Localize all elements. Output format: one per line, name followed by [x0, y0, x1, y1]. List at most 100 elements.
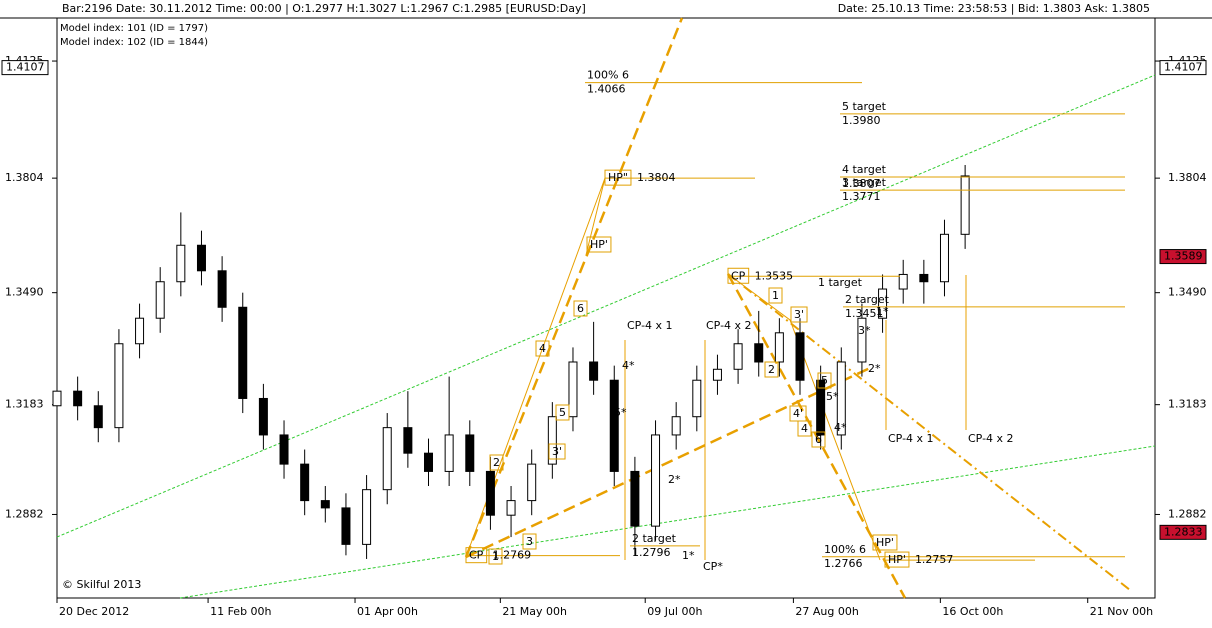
point-label: 1: [492, 550, 499, 563]
level-label: 100% 6: [587, 69, 629, 82]
point-label: 4: [801, 422, 808, 435]
candle-body: [362, 489, 372, 545]
level-label: CP: [731, 269, 746, 282]
point-label: 3': [794, 308, 804, 321]
wave-line: [727, 273, 881, 561]
trendline: [726, 273, 907, 599]
label-box: [535, 340, 550, 357]
point-label: CP*: [703, 560, 723, 573]
candle-body: [155, 281, 165, 319]
point-label: HP': [876, 536, 894, 549]
trendline: [465, 366, 871, 559]
point-label: 2: [768, 363, 775, 376]
label-box: [465, 547, 488, 564]
y-tick-label: 1.3490: [5, 286, 44, 299]
x-tick-label: 20 Dec 2012: [59, 605, 129, 618]
candle-body: [73, 390, 83, 407]
candle-body: [217, 270, 227, 308]
level-value: 1.3771: [842, 190, 881, 203]
point-label: 1*: [682, 549, 695, 562]
candle-body: [939, 233, 949, 283]
candle-body: [754, 343, 764, 363]
label-box: [522, 533, 537, 550]
candle-body: [836, 361, 846, 436]
level-label: 4 target: [842, 163, 887, 176]
label-box: [548, 443, 566, 460]
level-label: 100% 6: [824, 543, 866, 556]
label-box: [604, 169, 632, 186]
candle-body: [898, 273, 908, 290]
point-label: 4': [793, 407, 803, 420]
trendlines: [56, 17, 1156, 599]
price-marker-box: [1159, 60, 1207, 76]
point-label: 3*: [858, 324, 871, 337]
x-tick-label: 09 Jul 00h: [647, 605, 702, 618]
label-box: [727, 267, 750, 284]
candle-body: [114, 343, 124, 429]
price-marker-box: [1, 60, 49, 76]
candle-body: [52, 390, 62, 407]
candle-body: [671, 416, 681, 436]
x-tick-label: 11 Feb 00h: [210, 605, 271, 618]
candle-body: [424, 452, 434, 472]
candle-body: [465, 434, 475, 472]
level-label: 5 target: [842, 100, 887, 113]
candle-body: [774, 332, 784, 363]
point-label: 1: [772, 289, 779, 302]
point-label: 1*: [876, 305, 889, 318]
candle-body: [878, 288, 888, 319]
point-label: 2: [493, 456, 500, 469]
price-marker-label: 1.4107: [6, 61, 45, 74]
candle-body: [135, 317, 145, 345]
label-box: [884, 551, 910, 568]
point-label: CP-4 x 2: [706, 319, 752, 332]
level-label: CP: [469, 549, 484, 562]
level-value: 1.3535: [755, 269, 794, 282]
candle-body: [382, 427, 392, 491]
price-marker-box: [1159, 524, 1207, 540]
label-box: [764, 361, 779, 378]
price-marker-label: 1.3589: [1164, 250, 1203, 263]
level-label: 3 target: [842, 176, 887, 189]
candle-body: [527, 463, 537, 502]
candle-body: [651, 434, 661, 527]
price-marker-label: 1.4107: [1164, 61, 1203, 74]
header-right: Date: 25.10.13 Time: 23:58:53 | Bid: 1.3…: [838, 2, 1150, 15]
point-label: 6: [577, 302, 584, 315]
candle-body: [795, 332, 805, 381]
level-value: 1.3807: [842, 177, 881, 190]
point-label: 4*: [622, 359, 635, 372]
label-box: [797, 420, 812, 437]
candle-body: [93, 405, 103, 429]
x-tick-label: 16 Oct 00h: [942, 605, 1003, 618]
candle-body: [630, 470, 640, 527]
point-label: 5: [821, 374, 828, 387]
level-value: 1.4066: [587, 83, 626, 96]
point-label: 1 target: [818, 276, 863, 289]
label-box: [768, 287, 783, 304]
candle-body: [733, 343, 743, 370]
candle-body: [589, 361, 599, 381]
point-label: 3': [552, 445, 562, 458]
level-label: 2 target: [845, 293, 890, 306]
y-tick-label: 1.3183: [5, 398, 44, 411]
level-label: 2 target: [632, 532, 677, 545]
label-box: [555, 404, 570, 421]
price-marker-box: [1159, 249, 1207, 265]
candle-body: [444, 434, 454, 472]
label-box: [790, 306, 808, 323]
candle-body: [568, 361, 578, 418]
trendline: [179, 445, 1156, 599]
trendline: [56, 74, 1156, 538]
label-box: [489, 454, 504, 471]
candle-body: [196, 244, 206, 272]
x-tick-label: 01 Apr 00h: [357, 605, 418, 618]
label-box: [817, 372, 832, 389]
label-box: [872, 534, 898, 551]
y-tick-label: 1.3804: [5, 171, 44, 184]
candle-body: [816, 379, 826, 436]
y-tick-label: 1.2882: [1168, 507, 1207, 520]
candle-body: [403, 427, 413, 454]
model-index: Model index: 102 (ID = 1844): [60, 37, 208, 48]
